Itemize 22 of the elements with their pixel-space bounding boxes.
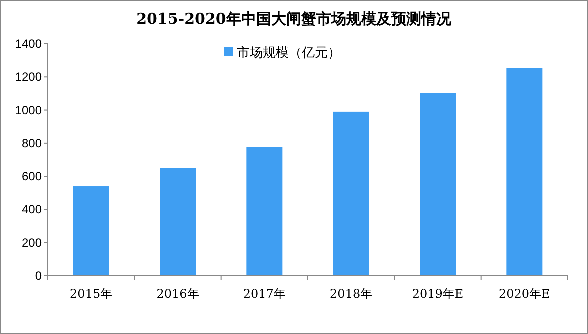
x-tick-label: 2018年 bbox=[330, 287, 373, 301]
y-tick-label: 600 bbox=[22, 170, 42, 184]
x-tick-label: 2015年 bbox=[70, 287, 113, 301]
x-tick-label: 2020年E bbox=[499, 287, 550, 301]
bar bbox=[160, 168, 196, 276]
bar bbox=[333, 112, 370, 276]
y-tick-label: 1400 bbox=[15, 37, 42, 51]
y-tick-label: 400 bbox=[22, 202, 42, 217]
bar bbox=[73, 186, 110, 276]
legend-label: 市场规模（亿元） bbox=[237, 45, 341, 60]
y-tick-label: 1200 bbox=[15, 70, 42, 84]
y-tick-label: 1000 bbox=[15, 103, 42, 118]
bar bbox=[246, 147, 283, 276]
bar bbox=[420, 93, 456, 276]
y-tick-label: 0 bbox=[35, 269, 42, 283]
x-tick-label: 2017年 bbox=[243, 287, 286, 301]
y-tick-label: 800 bbox=[22, 136, 42, 150]
chart-title: 2015-2020年中国大闸蟹市场规模及预测情况 bbox=[136, 10, 452, 28]
x-tick-label: 2016年 bbox=[156, 287, 200, 301]
x-tick-label: 2019年E bbox=[412, 287, 464, 301]
y-tick-label: 200 bbox=[22, 236, 42, 250]
bar bbox=[506, 68, 543, 276]
